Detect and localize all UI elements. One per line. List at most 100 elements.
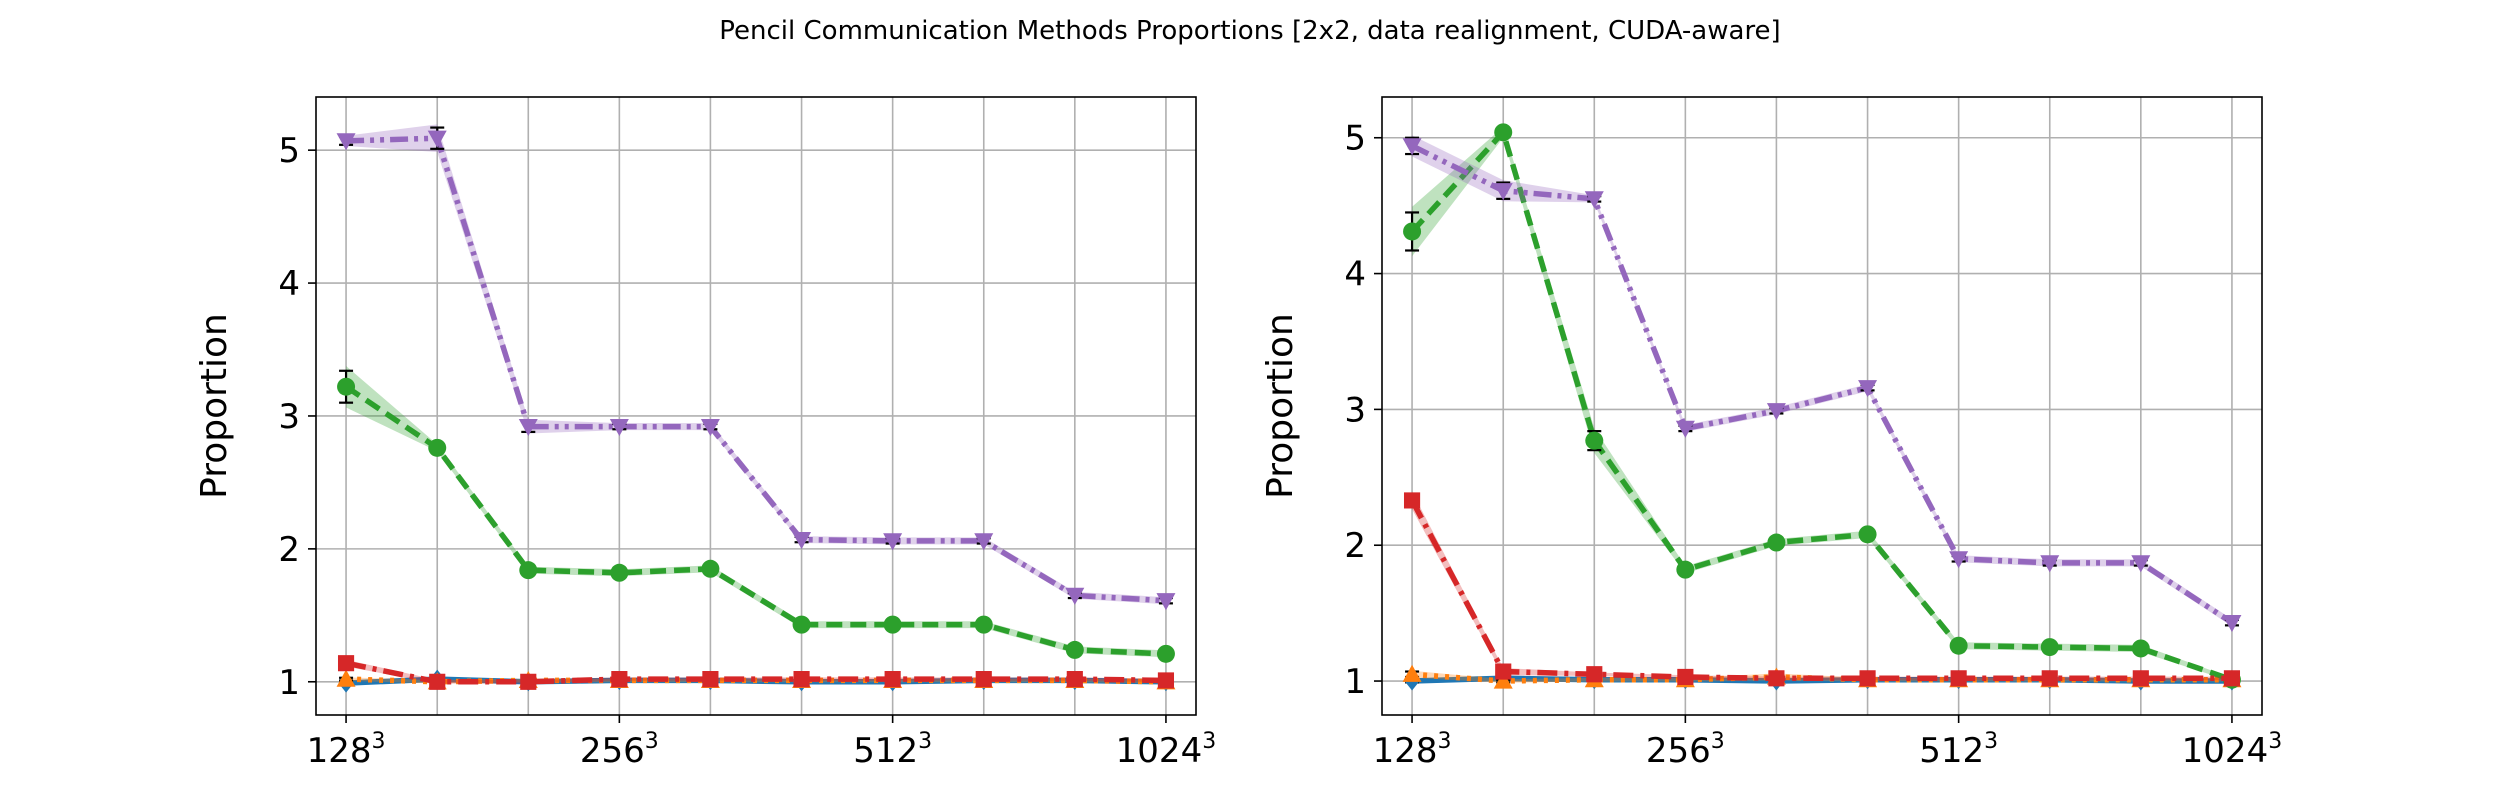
y-tick-label: 1 [1344, 662, 1366, 702]
data-point [1949, 551, 1969, 569]
data-point [336, 669, 356, 687]
series-4 [1402, 135, 2242, 633]
data-point [1859, 670, 1876, 687]
data-point [1766, 403, 1786, 421]
data-point [428, 438, 447, 457]
y-tick-label: 5 [278, 131, 300, 171]
data-point [700, 419, 720, 437]
data-point [518, 419, 538, 437]
right-subplot: 1 2 3 4 5 1283 2563 5123 10243 Proportion [1260, 96, 2283, 771]
data-point [2132, 670, 2149, 687]
x-tick-label: 1283 [307, 729, 386, 771]
data-point [1950, 670, 1967, 687]
x-tick-label: 2563 [1646, 729, 1725, 771]
series-line [344, 384, 1167, 657]
data-point [2131, 639, 2150, 658]
data-point [883, 615, 902, 634]
data-point [2131, 555, 2151, 573]
data-point [1495, 663, 1512, 680]
series-band [346, 124, 1166, 605]
data-point [611, 671, 628, 688]
data-point [1157, 672, 1175, 689]
series-band [346, 366, 1166, 658]
x-tick-label: 1283 [1373, 729, 1452, 771]
data-point [701, 559, 720, 578]
left-subplot: 1 2 3 4 5 1283 2563 5123 10243 Proportion [194, 96, 1217, 771]
data-point [1586, 666, 1603, 683]
axes-frame [315, 96, 1197, 716]
data-point [1403, 222, 1422, 241]
data-point [337, 655, 355, 672]
data-point [1402, 138, 1422, 156]
y-tick-label: 4 [278, 264, 300, 304]
data-point [1949, 636, 1968, 655]
y-axis-label: Proportion [194, 313, 235, 499]
y-tick-label: 3 [278, 397, 300, 437]
data-point [792, 615, 811, 634]
data-point [337, 377, 356, 396]
data-point [427, 130, 447, 148]
x-tick-label: 2563 [580, 729, 659, 771]
data-point [1403, 492, 1421, 509]
data-point [2040, 638, 2059, 657]
x-tick-label: 5123 [1919, 729, 1998, 771]
series-3 [1403, 491, 2241, 687]
data-point [1494, 123, 1513, 142]
data-point [1066, 671, 1083, 688]
data-point [429, 673, 446, 690]
data-point [975, 671, 992, 688]
data-point [336, 133, 356, 151]
data-point [1065, 640, 1084, 659]
data-point [793, 671, 810, 688]
data-point [1584, 191, 1604, 209]
data-point [974, 533, 994, 551]
y-tick-label: 1 [278, 663, 300, 703]
y-tick-label: 5 [1344, 119, 1366, 159]
data-point [1768, 670, 1785, 687]
data-point [1767, 533, 1786, 552]
y-axis-label: Proportion [1260, 313, 1301, 499]
series-2 [337, 366, 1175, 663]
series-line [345, 660, 1166, 685]
data-point [1858, 525, 1877, 544]
series-line [1410, 129, 2233, 683]
x-tick-label: 10243 [2182, 729, 2283, 771]
data-point [1675, 420, 1695, 438]
data-point [520, 673, 537, 690]
series-line [1410, 143, 2234, 625]
data-point [1156, 593, 1176, 611]
data-point [2040, 555, 2060, 573]
data-point [1677, 668, 1694, 686]
series-4 [336, 124, 1176, 611]
data-point [1493, 183, 1513, 201]
data-point [609, 419, 629, 437]
y-tick-label: 3 [1344, 390, 1366, 430]
y-tick-label: 2 [1344, 526, 1366, 566]
series-2 [1403, 123, 2241, 689]
y-tick-label: 2 [278, 530, 300, 570]
data-point [1676, 560, 1695, 579]
data-point [2222, 615, 2242, 633]
data-point [884, 671, 901, 688]
data-point [1156, 644, 1175, 663]
data-point [1585, 431, 1604, 450]
data-point [610, 563, 629, 582]
data-point [1402, 664, 1422, 682]
data-point [1065, 587, 1085, 605]
series-3 [337, 655, 1175, 690]
data-point [702, 671, 719, 688]
data-point [974, 615, 993, 634]
y-tick-label: 4 [1344, 255, 1366, 295]
x-tick-label: 10243 [1116, 729, 1217, 771]
data-point [2041, 670, 2058, 687]
data-point [883, 533, 903, 551]
data-point [792, 531, 812, 550]
figure-title: Pencil Communication Methods Proportions… [719, 16, 1780, 46]
data-point [1493, 671, 1513, 689]
data-point [2223, 670, 2241, 687]
data-point [519, 561, 538, 580]
data-point [1858, 380, 1878, 398]
x-tick-label: 5123 [853, 729, 932, 771]
